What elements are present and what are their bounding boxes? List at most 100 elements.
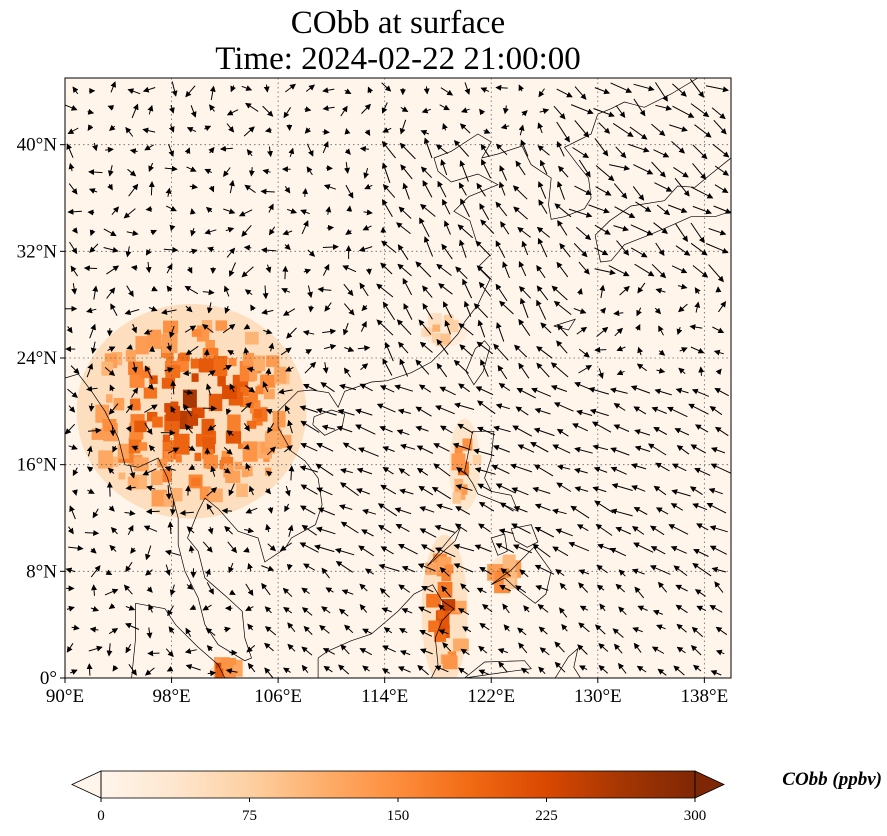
plume-cell [442,655,458,670]
plume-cell [125,350,136,362]
wind-arrow [68,183,78,195]
wind-arrow [561,623,568,632]
wind-arrow [629,126,648,140]
plume-cell [434,630,446,642]
wind-arrow [376,319,394,336]
wind-arrow [497,648,508,654]
map-area [65,78,731,678]
wind-arrow [670,503,684,511]
wind-arrow [655,507,669,515]
wind-arrow [618,606,627,616]
wind-arrow [184,147,191,154]
wind-arrow [637,605,648,612]
wind-arrow [460,198,470,218]
wind-arrow [694,301,701,313]
wind-arrow [539,108,550,115]
wind-arrow [243,423,250,432]
wind-arrow [343,283,354,297]
wind-arrow [558,607,568,618]
wind-arrow [188,464,196,470]
wind-arrow [614,327,624,337]
wind-arrow [65,567,76,574]
wind-arrow [399,650,411,656]
wind-arrow [168,626,175,634]
wind-arrow [287,524,294,537]
wind-arrow [145,261,152,274]
wind-arrow [380,484,397,495]
wind-arrow [340,521,359,534]
wind-arrow [634,263,655,277]
wind-arrow [284,366,294,372]
wind-arrow [502,603,510,614]
wind-arrow [399,358,409,377]
wind-arrow [227,350,235,356]
wind-arrow [205,206,213,214]
wind-arrow [651,646,665,654]
wind-arrow [394,507,412,515]
plume-cell [208,488,223,503]
wind-arrow [419,217,430,238]
wind-arrow [692,563,712,577]
wind-arrow [179,509,194,516]
wind-arrow [107,105,115,111]
wind-arrow [315,463,334,477]
wind-arrow [264,642,274,652]
wind-arrow [164,549,181,556]
wind-arrow [338,504,353,510]
wind-arrow [713,205,731,214]
wind-arrow [355,408,373,416]
wind-arrow [166,665,174,672]
wind-arrow [261,582,271,596]
wind-arrow [398,206,412,219]
plume-cell [260,442,276,454]
plume-cell [236,483,248,497]
wind-arrow [674,428,690,436]
wind-arrow [690,186,714,199]
wind-arrow [536,299,547,320]
wind-arrow [306,143,314,157]
wind-arrow [288,465,295,481]
wind-arrow [536,346,553,359]
wind-arrow [578,261,590,275]
wind-arrow [127,168,137,177]
wind-arrow [304,106,312,113]
wind-arrow [203,349,210,357]
wind-arrow [166,285,173,293]
wind-arrow [710,447,726,454]
wind-arrow [343,367,351,378]
wind-arrow [556,140,565,157]
wind-arrow [397,244,409,260]
wind-arrow [515,406,529,416]
wind-arrow [189,183,198,190]
wind-arrow [497,364,508,380]
wind-arrow [110,81,117,93]
lon-tick-label: 98°E [152,686,190,707]
wind-arrow [284,186,291,194]
wind-arrow [148,162,154,173]
wind-arrow [418,485,434,496]
plume-cell [138,442,148,451]
wind-arrow [345,229,352,235]
wind-arrow [578,364,593,374]
wind-arrow [316,442,334,452]
wind-arrow [475,240,491,257]
wind-arrow [574,446,593,454]
wind-arrow [188,248,198,255]
wind-arrow [478,669,489,676]
plume-cell [199,486,211,500]
wind-arrow [204,125,212,132]
wind-arrow [550,384,568,392]
plume-cell [191,373,199,382]
wind-arrow [279,542,292,552]
plume-cell [172,429,179,436]
wind-arrow [460,107,470,114]
plume-cell [151,470,163,486]
colorbar-label: CObb (ppbv) [782,769,882,790]
wind-arrow [301,664,309,674]
wind-arrow [107,467,115,474]
wind-arrow [536,285,549,301]
wind-arrow [322,648,336,655]
wind-arrow [577,644,588,655]
wind-arrow [575,226,592,241]
wind-arrow [107,346,116,352]
